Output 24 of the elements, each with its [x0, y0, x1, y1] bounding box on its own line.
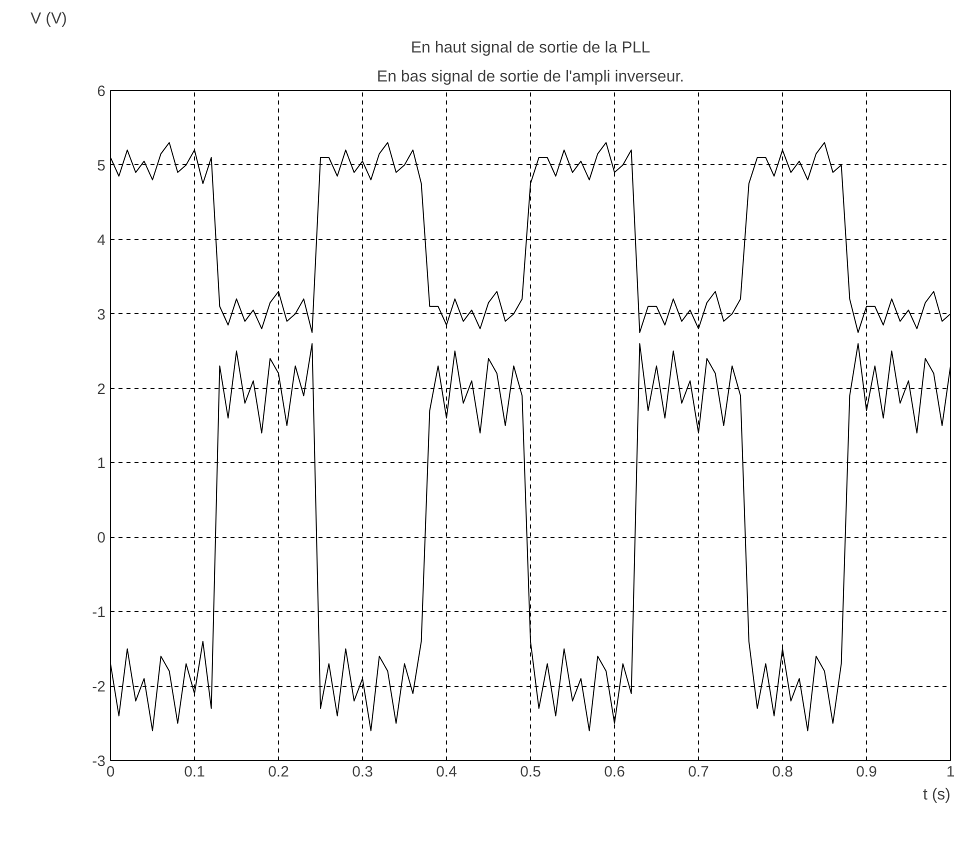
y-tick-label: 3	[97, 306, 106, 324]
y-tick-label: 0	[97, 530, 106, 547]
y-tick-label: -1	[92, 604, 106, 622]
chart-title: En haut signal de sortie de la PLL	[410, 40, 650, 56]
y-axis-title: V (V)	[30, 10, 67, 28]
x-tick-label: 0.1	[184, 764, 205, 780]
y-tick-label: 6	[97, 83, 106, 100]
y-tick-label: -2	[92, 678, 106, 696]
y-tick-label: -3	[92, 753, 106, 770]
x-tick-label: 0.8	[772, 764, 793, 780]
chart-subtitle: En bas signal de sortie de l'ampli inverseur.	[376, 68, 684, 86]
x-tick-label: 1	[946, 764, 955, 780]
x-tick-label: 0.4	[436, 764, 457, 780]
x-tick-label: 0.9	[856, 764, 877, 780]
y-tick-label: 2	[97, 380, 106, 398]
y-tick-label: 4	[97, 232, 106, 249]
x-tick-label: 0.2	[268, 764, 289, 780]
x-axis-title: t (s)	[922, 786, 950, 804]
x-tick-label: 0.6	[604, 764, 625, 780]
x-tick-label: 0.7	[688, 764, 709, 780]
x-tick-label: 0.3	[352, 764, 373, 780]
y-tick-label: 5	[97, 157, 106, 174]
x-tick-label: 0.5	[520, 764, 541, 780]
y-tick-label: 1	[97, 455, 106, 472]
